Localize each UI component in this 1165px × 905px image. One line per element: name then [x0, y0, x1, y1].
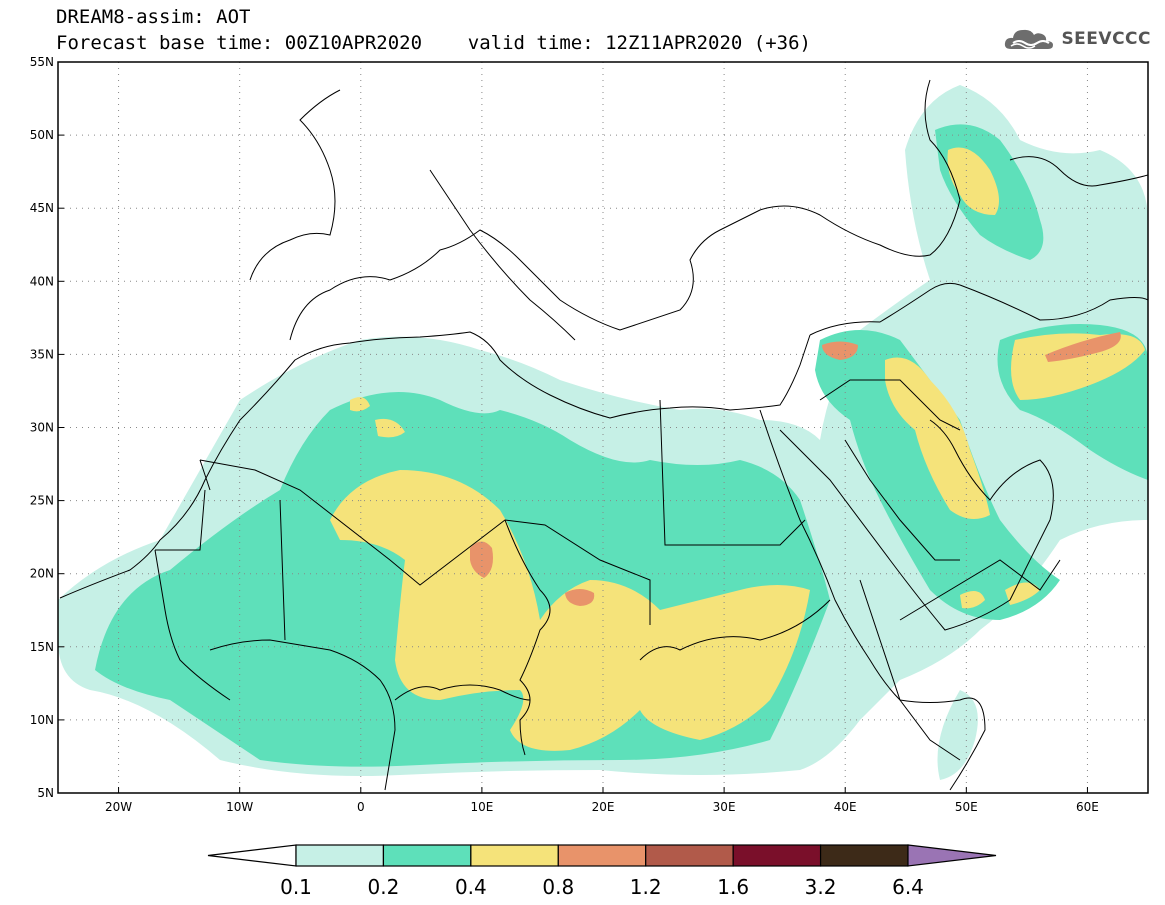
colorbar-swatch: [470, 844, 559, 867]
latitude-axis: 55N 50N 45N 40N 35N 30N 25N 20N 15N 10N 5N: [30, 55, 64, 800]
lat-tick-label: 40N: [30, 274, 54, 288]
aot-band-0.8: [470, 332, 1121, 606]
colorbar-swatch: [295, 844, 385, 867]
lon-tick-label: 60E: [1076, 800, 1099, 814]
colorbar-level-label: 1.6: [717, 875, 749, 899]
seevccc-logo: SEEVCCC: [1003, 24, 1151, 54]
colorbar-level-label: 3.2: [805, 875, 837, 899]
lat-tick-label: 10N: [30, 713, 54, 727]
colorbar-level-label: 0.1: [280, 875, 312, 899]
map-title-variable: DREAM8-assim: AOT: [56, 6, 251, 28]
logo-text: SEEVCCC: [1061, 29, 1151, 49]
lon-tick-label: 40E: [834, 800, 857, 814]
lon-tick-label: 20E: [592, 800, 615, 814]
colorbar-level-label: 0.2: [368, 875, 400, 899]
colorbar: 0.1 0.2 0.4 0.8 1.2 1.6 3.2 6.4: [207, 844, 997, 899]
lat-tick-label: 30N: [30, 421, 54, 435]
colorbar-level-label: 6.4: [892, 875, 924, 899]
colorbar-swatch: [645, 844, 734, 867]
lat-tick-label: 15N: [30, 640, 54, 654]
colorbar-swatch: [382, 844, 472, 867]
lat-tick-label: 35N: [30, 347, 54, 361]
lat-tick-label: 5N: [37, 786, 54, 800]
lat-tick-label: 45N: [30, 201, 54, 215]
colorbar-high-extend: [907, 844, 997, 867]
lon-tick-label: 50E: [955, 800, 978, 814]
longitude-axis: 20W 10W 0 10E 20E 30E 40E 50E 60E: [105, 787, 1099, 814]
lon-tick-label: 0: [357, 800, 365, 814]
lat-tick-label: 25N: [30, 494, 54, 508]
colorbar-swatch: [819, 844, 909, 867]
colorbar-swatch: [732, 844, 822, 867]
lat-tick-label: 55N: [30, 55, 54, 69]
aot-band-0.4: [330, 147, 1145, 751]
map-plot-area: [58, 62, 1148, 793]
lat-tick-label: 50N: [30, 128, 54, 142]
colorbar-level-label: 0.4: [455, 875, 487, 899]
lat-tick-label: 20N: [30, 567, 54, 581]
colorbar-level-label: 0.8: [542, 875, 574, 899]
colorbar-low-extend: [207, 844, 297, 867]
cloud-icon: [1005, 29, 1054, 49]
map-title-times: Forecast base time: 00Z10APR2020 valid t…: [56, 32, 811, 54]
lon-tick-label: 30E: [713, 800, 736, 814]
lon-tick-label: 20W: [105, 800, 132, 814]
colorbar-swatch: [557, 844, 647, 867]
lon-tick-label: 10E: [470, 800, 493, 814]
colorbar-level-label: 1.2: [630, 875, 662, 899]
lon-tick-label: 10W: [226, 800, 253, 814]
coastlines-and-borders: [59, 79, 1148, 791]
